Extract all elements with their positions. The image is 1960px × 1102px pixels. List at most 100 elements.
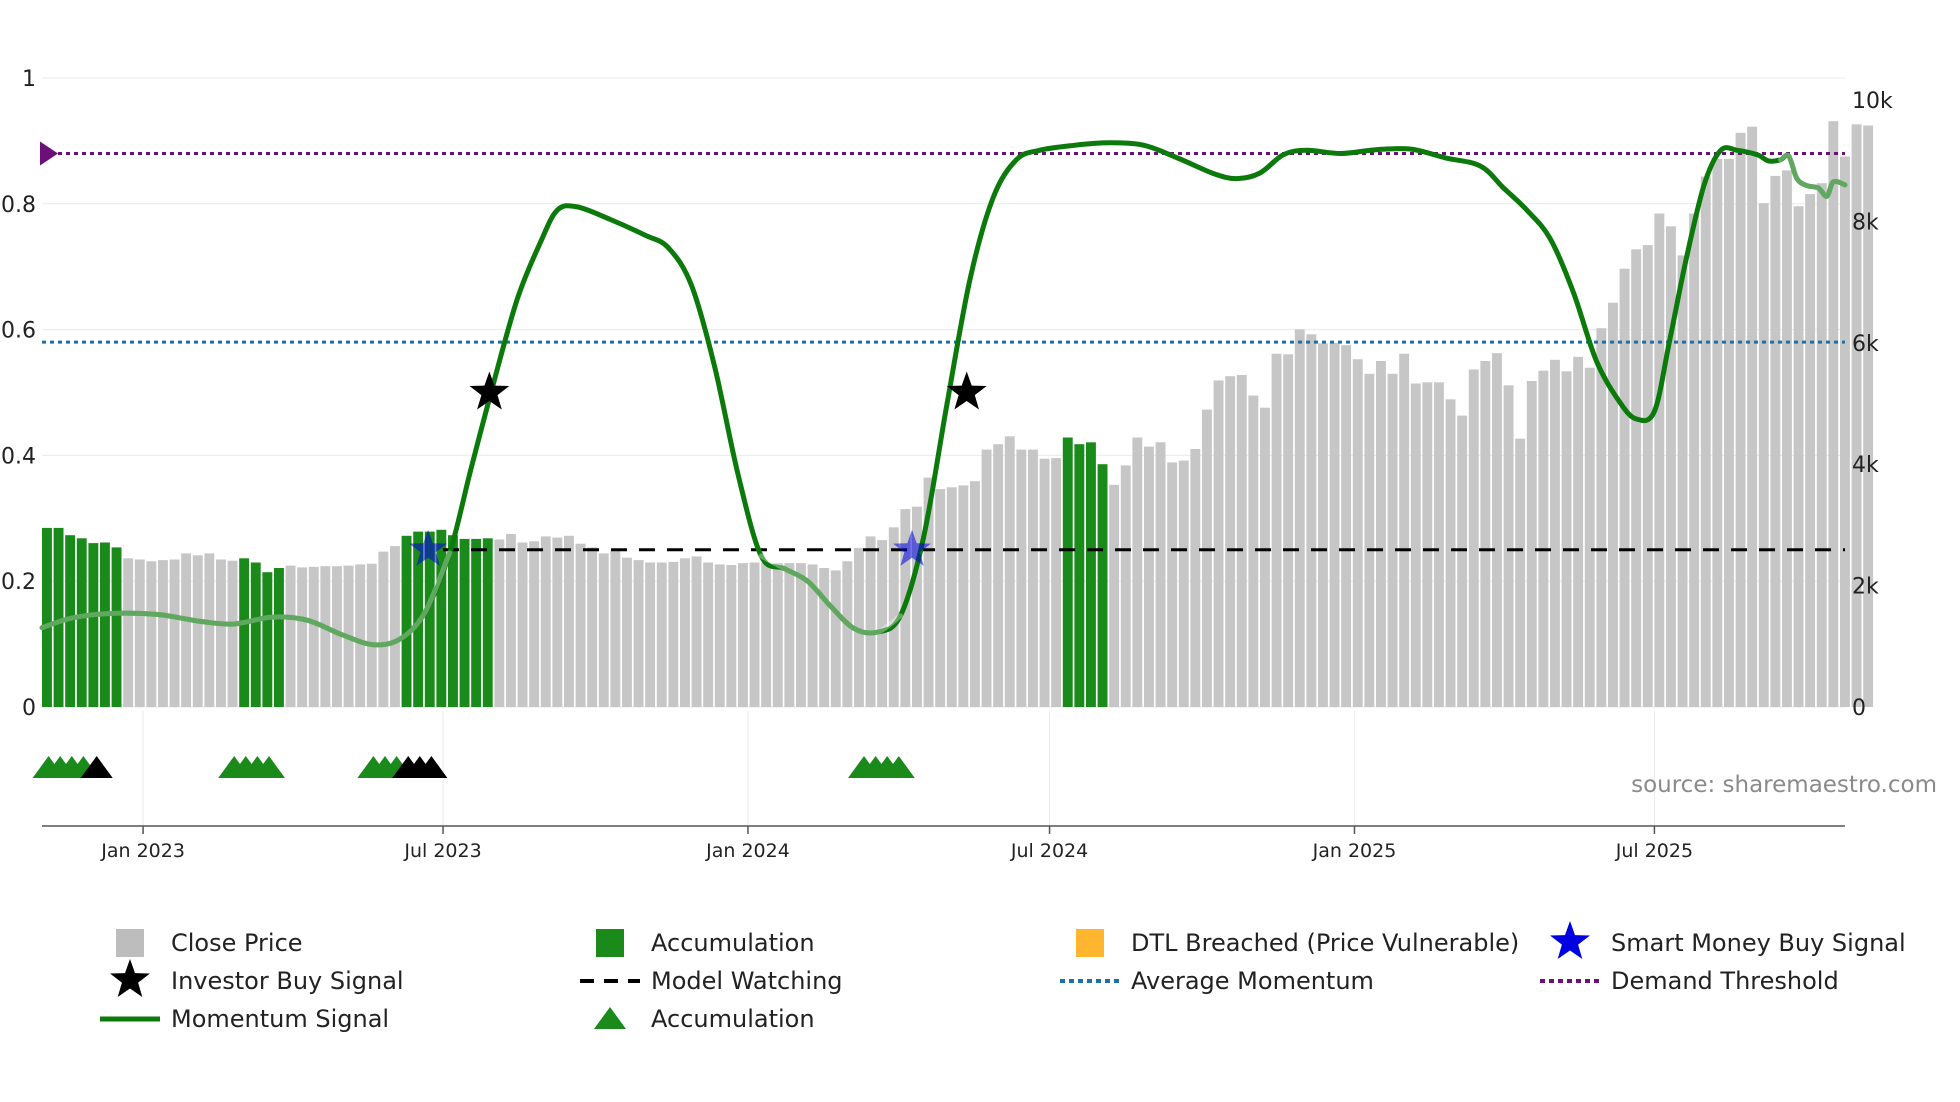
left-axis-tick-label: 0.6 (1, 319, 36, 344)
close-price-bar (1445, 399, 1456, 707)
close-price-bar (506, 534, 516, 707)
accumulation-bar (76, 538, 87, 707)
close-price-bar (1770, 175, 1781, 707)
close-price-bar (1178, 460, 1189, 707)
legend-label: Accumulation (651, 1005, 815, 1033)
demand-threshold-marker (40, 141, 58, 166)
close-price-bar (738, 563, 748, 707)
close-price-bar (146, 561, 157, 707)
legend-label: DTL Breached (Price Vulnerable) (1131, 929, 1519, 957)
x-axis-tick-label: Jan 2025 (1312, 840, 1397, 862)
legend-item: DTL Breached (Price Vulnerable) (1076, 929, 1519, 957)
x-axis-tick-label: Jul 2025 (1615, 840, 1693, 862)
accumulation-bar (448, 535, 458, 707)
close-price-bar (181, 553, 192, 707)
close-price-bar (1341, 345, 1352, 707)
smart-money-buy-star (409, 529, 448, 566)
close-price-bar (1550, 359, 1560, 707)
investor-buy-star (946, 371, 987, 410)
accumulation-bar (239, 558, 250, 707)
x-axis-tick-label: Jul 2023 (403, 840, 481, 862)
close-price-bar (946, 487, 957, 707)
close-price-bar (1376, 361, 1386, 707)
close-price-bar (668, 561, 679, 707)
close-price-bar (1190, 449, 1201, 707)
close-price-bar (297, 567, 308, 707)
momentum-faded-segment (39, 550, 453, 648)
close-price-bar (1051, 458, 1062, 707)
close-price-bar (575, 543, 586, 707)
right-axis-tick-label: 10k (1852, 89, 1893, 114)
close-price-bar (610, 550, 621, 707)
legend-item: Momentum Signal (100, 1005, 389, 1033)
close-price-bar (1584, 367, 1595, 707)
close-price-bar (1468, 369, 1479, 707)
close-price-bar (390, 546, 400, 707)
close-price-bar (703, 562, 714, 707)
close-price-bar (1735, 132, 1746, 708)
accumulation-bar (436, 529, 447, 707)
right-axis-tick-label: 4k (1852, 453, 1879, 478)
accumulation-bar (1062, 437, 1073, 707)
close-price-bar (227, 560, 238, 707)
accumulation-markers (32, 756, 915, 778)
close-price-bar (1492, 353, 1502, 707)
close-price-legend-symbol (116, 929, 144, 957)
close-price-bar (169, 559, 180, 707)
accumulation-bar (459, 538, 470, 707)
close-price-bar (1608, 302, 1618, 707)
close-price-bar (1329, 342, 1340, 707)
close-price-bar (1318, 343, 1328, 707)
investor-buy-star (469, 371, 510, 410)
left-axis-tick-label: 1 (22, 67, 36, 92)
close-price-bar (854, 548, 864, 707)
close-price-bar (1271, 353, 1282, 707)
close-price-bar (1700, 176, 1711, 707)
close-price-bar (285, 565, 296, 707)
momentum-faded-segment (1777, 152, 1848, 199)
close-price-bar (1538, 370, 1549, 707)
close-price-bar (1828, 121, 1839, 707)
close-price-bar (1793, 206, 1804, 707)
close-price-bar (1712, 158, 1723, 707)
source-label: source: sharemaestro.com (1631, 772, 1937, 798)
close-price-bar (1596, 328, 1607, 707)
accumulation-bar (471, 538, 482, 707)
close-price-bar (1747, 126, 1758, 707)
close-price-bar (1306, 334, 1317, 707)
close-price-bar (1851, 124, 1862, 708)
close-price-bar (1434, 382, 1444, 707)
close-price-bar (1422, 382, 1433, 707)
right-axis-tick-label: 0 (1852, 696, 1866, 721)
x-axis-tick-label: Jan 2024 (705, 840, 790, 862)
legend-item: Accumulation (596, 929, 815, 957)
close-price-bar (1260, 407, 1270, 707)
close-price-bar (320, 566, 331, 707)
legend-item: Investor Buy Signal (110, 959, 404, 997)
accumulation-bar (401, 535, 412, 707)
right-axis-tick-label: 2k (1852, 575, 1879, 600)
legend-label: Average Momentum (1131, 967, 1374, 995)
momentum-signal-path (39, 140, 1848, 648)
close-price-bar (1840, 156, 1850, 707)
close-price-bar (1016, 449, 1027, 707)
close-price-bar (622, 557, 632, 707)
left-axis-tick-label: 0.2 (1, 570, 36, 595)
close-price-bar (1399, 353, 1410, 707)
accumulation-bar (53, 527, 64, 707)
momentum-faded-segment (758, 553, 903, 636)
close-price-bar (1573, 356, 1584, 707)
close-price-bar (1202, 409, 1212, 707)
close-price-bar (1642, 245, 1653, 707)
close-price-bar (1109, 484, 1120, 707)
close-price-bar (1213, 380, 1224, 707)
legend-item: Model Watching (580, 967, 843, 995)
close-price-bar (564, 535, 574, 707)
legend-label: Momentum Signal (171, 1005, 389, 1033)
close-price-bar (158, 560, 168, 707)
close-price-bar (784, 563, 795, 707)
close-price-bar (645, 562, 656, 707)
legend-item: Smart Money Buy Signal (1550, 921, 1906, 959)
close-price-bar (1225, 376, 1236, 707)
close-price-bar (923, 477, 934, 707)
